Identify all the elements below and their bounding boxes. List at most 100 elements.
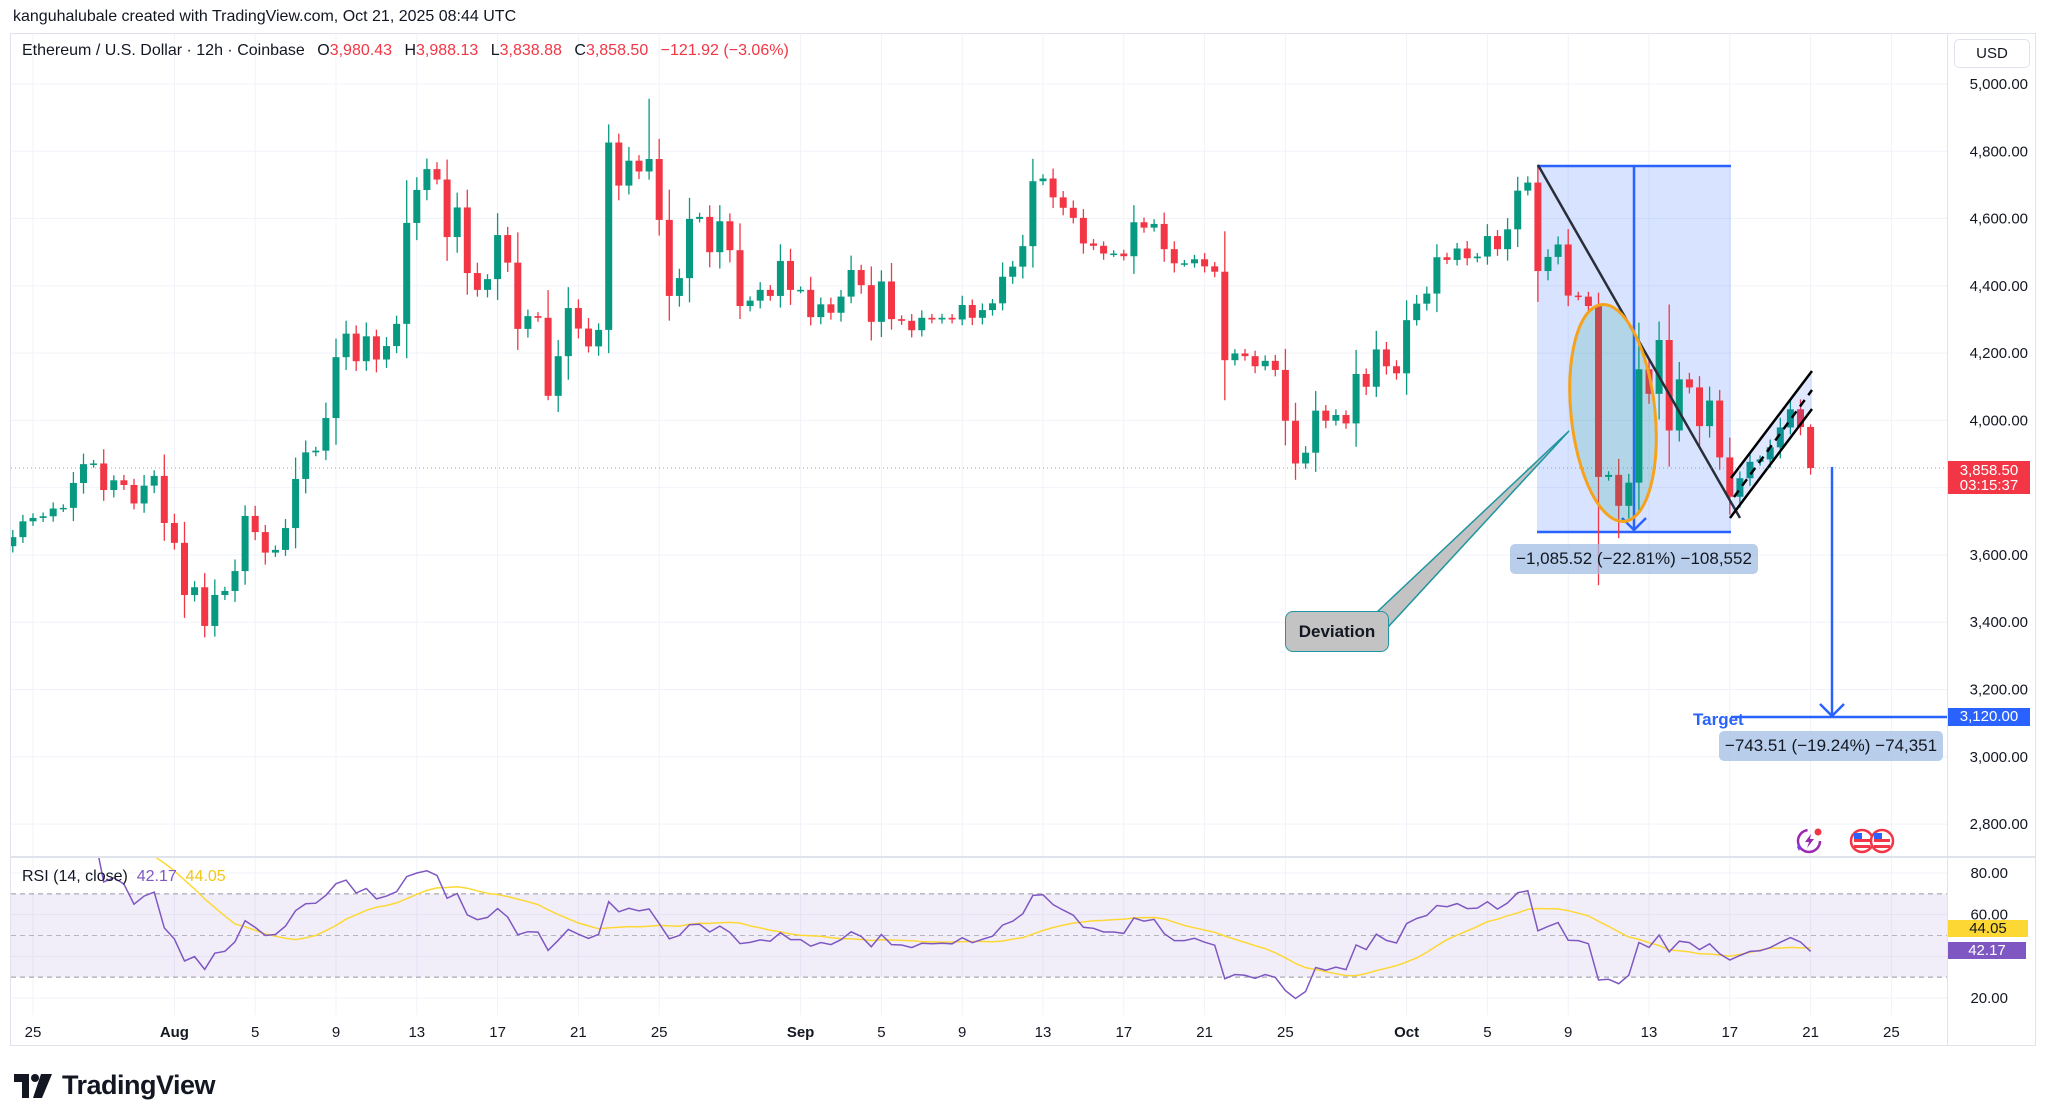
candle-body <box>1716 400 1724 458</box>
rising-channel-upper[interactable] <box>1730 370 1813 479</box>
candle <box>554 339 562 412</box>
drawings[interactable] <box>1375 164 1948 719</box>
tradingview-logo[interactable]: TradingView <box>14 1070 216 1101</box>
candle-body <box>574 308 582 329</box>
candle-body <box>807 289 815 318</box>
rsi-legend[interactable]: RSI (14, close) 42.17 44.05 <box>22 868 226 886</box>
candle <box>1615 458 1623 539</box>
candle-body <box>514 262 522 329</box>
chart-frame <box>10 33 2036 1046</box>
candle <box>1605 471 1613 481</box>
candle-body <box>625 160 633 186</box>
candle <box>1140 217 1148 233</box>
measure-drop-drawing[interactable] <box>1537 164 1731 534</box>
grid-lines <box>11 34 1947 1015</box>
candle <box>1483 224 1491 265</box>
price-tick-label: 4,600.00 <box>1970 211 2028 228</box>
symbol-legend[interactable]: Ethereum / U.S. Dollar · 12h · Coinbase … <box>22 42 789 60</box>
candle-body <box>726 221 734 251</box>
us-flag-economic-events-icon[interactable] <box>1849 828 1895 854</box>
candle <box>463 189 471 295</box>
candle-body <box>1312 410 1320 453</box>
candle-body <box>827 304 835 313</box>
candle-body <box>463 207 471 274</box>
candle-body <box>100 463 108 491</box>
candle-body <box>11 537 17 547</box>
candle <box>110 475 118 498</box>
candle <box>100 449 108 501</box>
candle <box>1655 321 1663 420</box>
time-tick-label: 17 <box>1115 1024 1132 1041</box>
candle <box>968 299 976 326</box>
candle-body <box>150 475 158 486</box>
candle <box>908 314 916 338</box>
candle <box>1251 350 1259 374</box>
time-tick-label: 9 <box>1564 1024 1572 1041</box>
candle-body <box>504 235 512 263</box>
rising-channel-lower[interactable] <box>1729 408 1813 519</box>
candle-body <box>1302 452 1310 464</box>
candle <box>1584 291 1592 314</box>
candle <box>1292 402 1299 480</box>
candle-body <box>251 515 259 533</box>
tradingview-logo-text: TradingView <box>62 1070 216 1100</box>
candle <box>11 529 17 553</box>
candle-body <box>696 216 704 219</box>
high-value: 3,988.13 <box>416 42 479 59</box>
close-label: C <box>574 42 586 59</box>
candle-body <box>585 328 592 347</box>
candle <box>302 440 310 494</box>
candle <box>807 276 815 326</box>
candle-body <box>1221 271 1229 361</box>
time-tick-label: 21 <box>1196 1024 1213 1041</box>
candle-body <box>1180 263 1188 265</box>
candle <box>655 138 663 236</box>
candle <box>403 180 411 359</box>
candle-body <box>201 587 209 626</box>
candle <box>1625 473 1633 519</box>
candle <box>1302 446 1310 469</box>
candle <box>1534 166 1542 302</box>
rsi-lines <box>98 858 1812 1000</box>
time-tick-label: 17 <box>1721 1024 1738 1041</box>
rising-channel-fill <box>1731 371 1812 518</box>
candle <box>1696 376 1703 446</box>
open-label: O <box>317 42 330 59</box>
candle <box>564 287 572 380</box>
price-tick-label: 3,400.00 <box>1970 614 2028 631</box>
lightning-event-icon[interactable] <box>1796 828 1822 854</box>
candle-body <box>1211 266 1219 272</box>
candle <box>1514 176 1522 248</box>
candle <box>393 315 401 354</box>
candle <box>847 255 855 304</box>
candle-body <box>231 571 239 591</box>
candle <box>978 303 986 325</box>
deviation-ellipse[interactable] <box>1560 300 1666 526</box>
candle <box>524 309 532 338</box>
candle-body <box>554 356 562 396</box>
candle-body <box>968 305 976 318</box>
deviation-callout[interactable]: Deviation <box>1285 611 1389 652</box>
candle <box>1635 322 1643 511</box>
candle <box>1009 261 1017 284</box>
candle <box>473 262 481 297</box>
candle <box>1211 261 1219 278</box>
candle-body <box>1726 457 1734 497</box>
candle-body <box>352 333 360 362</box>
candle <box>776 244 784 308</box>
candle <box>292 457 300 549</box>
candle-body <box>898 319 906 321</box>
candle <box>948 314 956 324</box>
candle <box>29 513 37 526</box>
candle-body <box>1019 246 1027 267</box>
candle-body <box>928 317 936 320</box>
price-tick-label: 4,000.00 <box>1970 412 2028 429</box>
currency-button[interactable]: USD <box>1954 39 2030 68</box>
candle-body <box>181 542 188 595</box>
candle <box>251 505 259 541</box>
candle-body <box>1382 349 1390 367</box>
candle <box>989 298 996 316</box>
price-tick-label: 5,000.00 <box>1970 76 2028 93</box>
candle-body <box>393 323 401 347</box>
